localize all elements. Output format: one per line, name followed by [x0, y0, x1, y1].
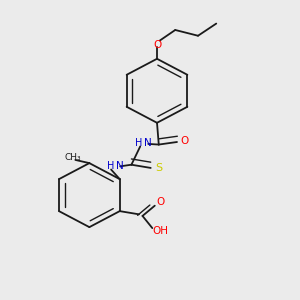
Text: O: O [181, 136, 189, 146]
Text: N: N [144, 138, 152, 148]
Text: O: O [153, 40, 161, 50]
Text: O: O [156, 197, 164, 208]
Text: N: N [116, 161, 124, 171]
Text: H: H [107, 161, 115, 171]
Text: H: H [135, 138, 143, 148]
Text: OH: OH [153, 226, 169, 236]
Text: CH₃: CH₃ [64, 153, 81, 162]
Text: S: S [156, 163, 163, 173]
